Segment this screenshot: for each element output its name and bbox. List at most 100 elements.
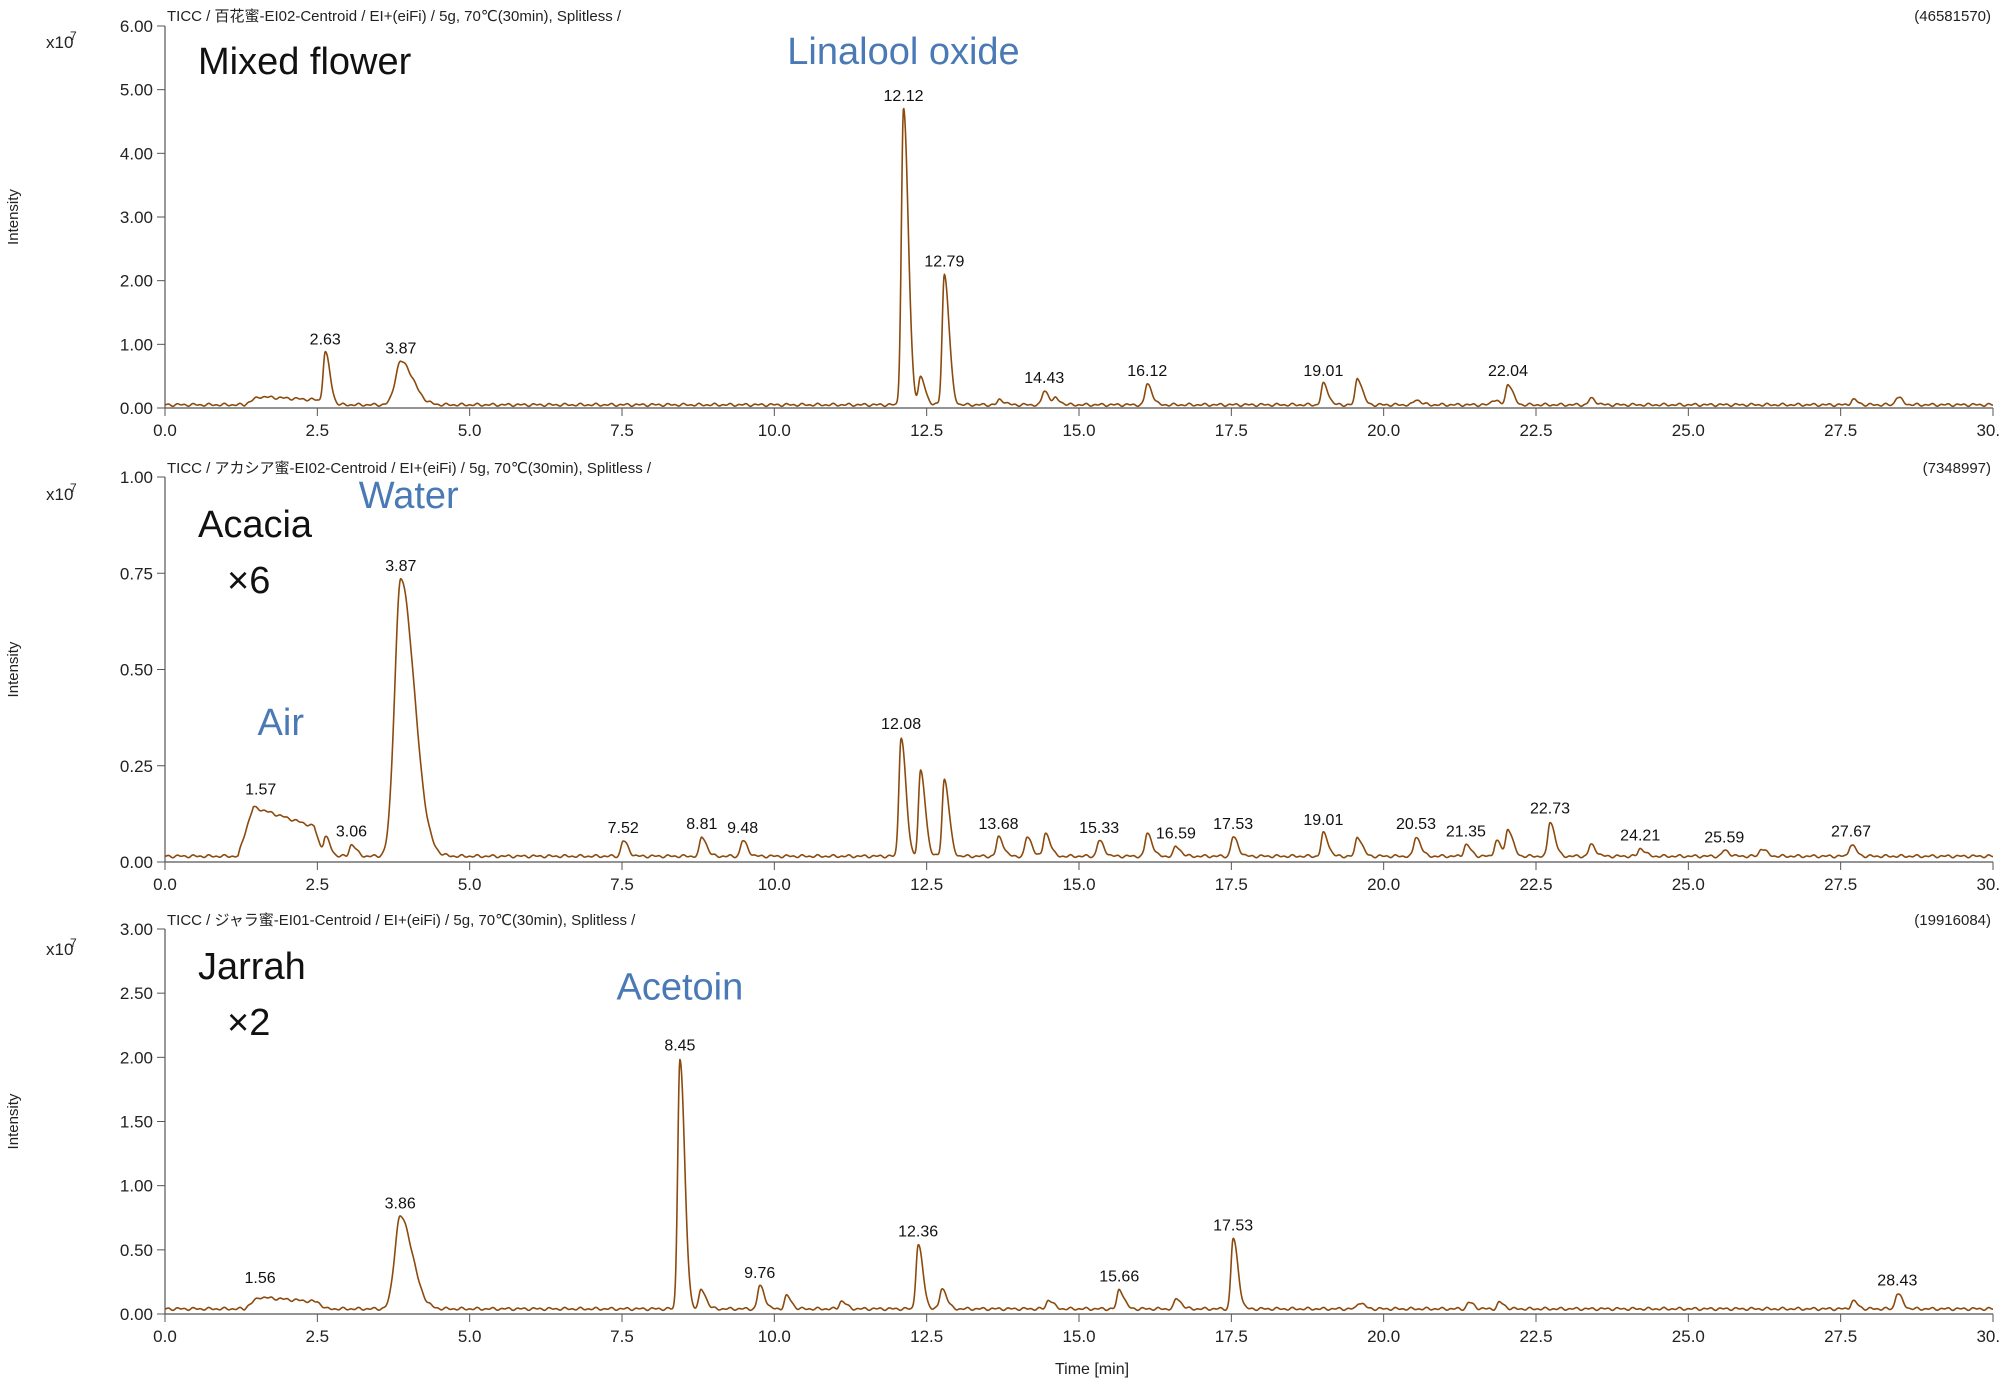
panel-header-right: (46581570) xyxy=(1914,8,1991,25)
x-tick-label: 17.5 xyxy=(1215,421,1248,440)
panel-header-right: (19916084) xyxy=(1914,912,1991,929)
peak-label: 2.63 xyxy=(310,332,341,349)
peak-label: 16.59 xyxy=(1156,826,1196,843)
panel-header-right: (7348997) xyxy=(1923,460,1991,477)
sample-label: Mixed flower xyxy=(198,41,412,83)
x-tick-label: 25.0 xyxy=(1672,1327,1705,1346)
peak-label: 8.45 xyxy=(664,1038,695,1055)
x-axis-label: Time [min] xyxy=(1055,1361,1129,1378)
y-axis-label: Intensity xyxy=(5,189,22,245)
y-tick-label: 3.00 xyxy=(120,920,153,939)
peak-label: 27.67 xyxy=(1831,824,1871,841)
y-multiplier: x10 xyxy=(46,485,73,504)
x-tick-label: 17.5 xyxy=(1215,875,1248,894)
y-tick-label: 0.25 xyxy=(120,757,153,776)
y-tick-label: 2.00 xyxy=(120,1048,153,1067)
y-tick-label: 1.00 xyxy=(120,468,153,487)
x-tick-label: 20.0 xyxy=(1367,421,1400,440)
peak-label: 28.43 xyxy=(1877,1272,1917,1289)
y-multiplier-exponent: 7 xyxy=(70,481,77,495)
x-tick-label: 15.0 xyxy=(1062,1327,1095,1346)
peak-label: 13.68 xyxy=(979,816,1019,833)
peak-label: 12.79 xyxy=(924,253,964,270)
panel-header-left: TICC / 百花蜜-EI02-Centroid / EI+(eiFi) / 5… xyxy=(167,8,622,25)
peak-label: 15.66 xyxy=(1099,1269,1139,1286)
sample-factor: ×2 xyxy=(227,1002,270,1044)
peak-label: 19.01 xyxy=(1303,363,1343,380)
x-tick-label: 22.5 xyxy=(1519,875,1552,894)
x-tick-label: 25.0 xyxy=(1672,421,1705,440)
peak-label: 16.12 xyxy=(1127,363,1167,380)
compound-annotation: Linalool oxide xyxy=(787,31,1019,73)
tic-trace xyxy=(164,107,1994,408)
x-tick-label: 5.0 xyxy=(458,1327,482,1346)
peak-label: 17.53 xyxy=(1213,1217,1253,1234)
peak-label: 1.57 xyxy=(245,781,276,798)
x-tick-label: 2.5 xyxy=(306,1327,330,1346)
peak-label: 8.81 xyxy=(686,816,717,833)
x-tick-label: 12.5 xyxy=(910,875,943,894)
tic-trace xyxy=(164,578,1994,859)
compound-annotation: Air xyxy=(258,702,305,744)
y-tick-label: 1.00 xyxy=(120,335,153,354)
x-tick-label: 27.5 xyxy=(1824,421,1857,440)
x-tick-label: 15.0 xyxy=(1062,875,1095,894)
x-tick-label: 7.5 xyxy=(610,875,634,894)
x-tick-label: 0.0 xyxy=(153,875,177,894)
peak-label: 3.06 xyxy=(336,824,367,841)
x-tick-label: 22.5 xyxy=(1519,1327,1552,1346)
y-tick-label: 1.50 xyxy=(120,1113,153,1132)
y-tick-label: 0.75 xyxy=(120,564,153,583)
x-tick-label: 7.5 xyxy=(610,1327,634,1346)
x-tick-label: 10.0 xyxy=(758,875,791,894)
y-tick-label: 2.50 xyxy=(120,984,153,1003)
y-tick-label: 3.00 xyxy=(120,208,153,227)
sample-label: Jarrah xyxy=(198,946,306,988)
x-tick-label: 30.0 xyxy=(1976,421,2000,440)
y-tick-label: 0.50 xyxy=(120,1241,153,1260)
x-tick-label: 0.0 xyxy=(153,421,177,440)
x-tick-label: 12.5 xyxy=(910,421,943,440)
sample-label: Acacia xyxy=(198,504,313,546)
peak-label: 9.76 xyxy=(744,1265,775,1282)
y-tick-label: 5.00 xyxy=(120,81,153,100)
peak-label: 1.56 xyxy=(244,1270,275,1287)
x-tick-label: 20.0 xyxy=(1367,875,1400,894)
x-tick-label: 10.0 xyxy=(758,1327,791,1346)
peak-label: 24.21 xyxy=(1620,828,1660,845)
peak-label: 3.86 xyxy=(385,1195,416,1212)
x-tick-label: 5.0 xyxy=(458,875,482,894)
x-tick-label: 5.0 xyxy=(458,421,482,440)
y-tick-label: 0.00 xyxy=(120,399,153,418)
peak-label: 3.87 xyxy=(385,341,416,358)
peak-label: 14.43 xyxy=(1024,370,1064,387)
peak-label: 7.52 xyxy=(608,820,639,837)
peak-label: 22.04 xyxy=(1488,363,1528,380)
y-tick-label: 0.50 xyxy=(120,661,153,680)
peak-label: 17.53 xyxy=(1213,816,1253,833)
y-tick-label: 0.00 xyxy=(120,853,153,872)
peak-label: 21.35 xyxy=(1446,824,1486,841)
x-tick-label: 10.0 xyxy=(758,421,791,440)
x-tick-label: 30.0 xyxy=(1976,875,2000,894)
compound-annotation: Acetoin xyxy=(617,967,744,1009)
y-multiplier-exponent: 7 xyxy=(70,936,77,950)
y-multiplier: x10 xyxy=(46,940,73,959)
y-tick-label: 4.00 xyxy=(120,144,153,163)
peak-label: 25.59 xyxy=(1704,829,1744,846)
panel-header-left: TICC / アカシア蜜-EI02-Centroid / EI+(eiFi) /… xyxy=(167,460,652,477)
x-tick-label: 12.5 xyxy=(910,1327,943,1346)
x-tick-label: 30.0 xyxy=(1976,1327,2000,1346)
x-tick-label: 2.5 xyxy=(306,421,330,440)
y-axis-label: Intensity xyxy=(5,641,22,697)
peak-label: 12.36 xyxy=(898,1224,938,1241)
panel-header-left: TICC / ジャラ蜜-EI01-Centroid / EI+(eiFi) / … xyxy=(167,912,636,929)
x-tick-label: 27.5 xyxy=(1824,875,1857,894)
peak-label: 12.08 xyxy=(881,716,921,733)
x-tick-label: 20.0 xyxy=(1367,1327,1400,1346)
y-axis-label: Intensity xyxy=(5,1093,22,1149)
x-tick-label: 27.5 xyxy=(1824,1327,1857,1346)
x-tick-label: 0.0 xyxy=(153,1327,177,1346)
peak-label: 15.33 xyxy=(1079,820,1119,837)
